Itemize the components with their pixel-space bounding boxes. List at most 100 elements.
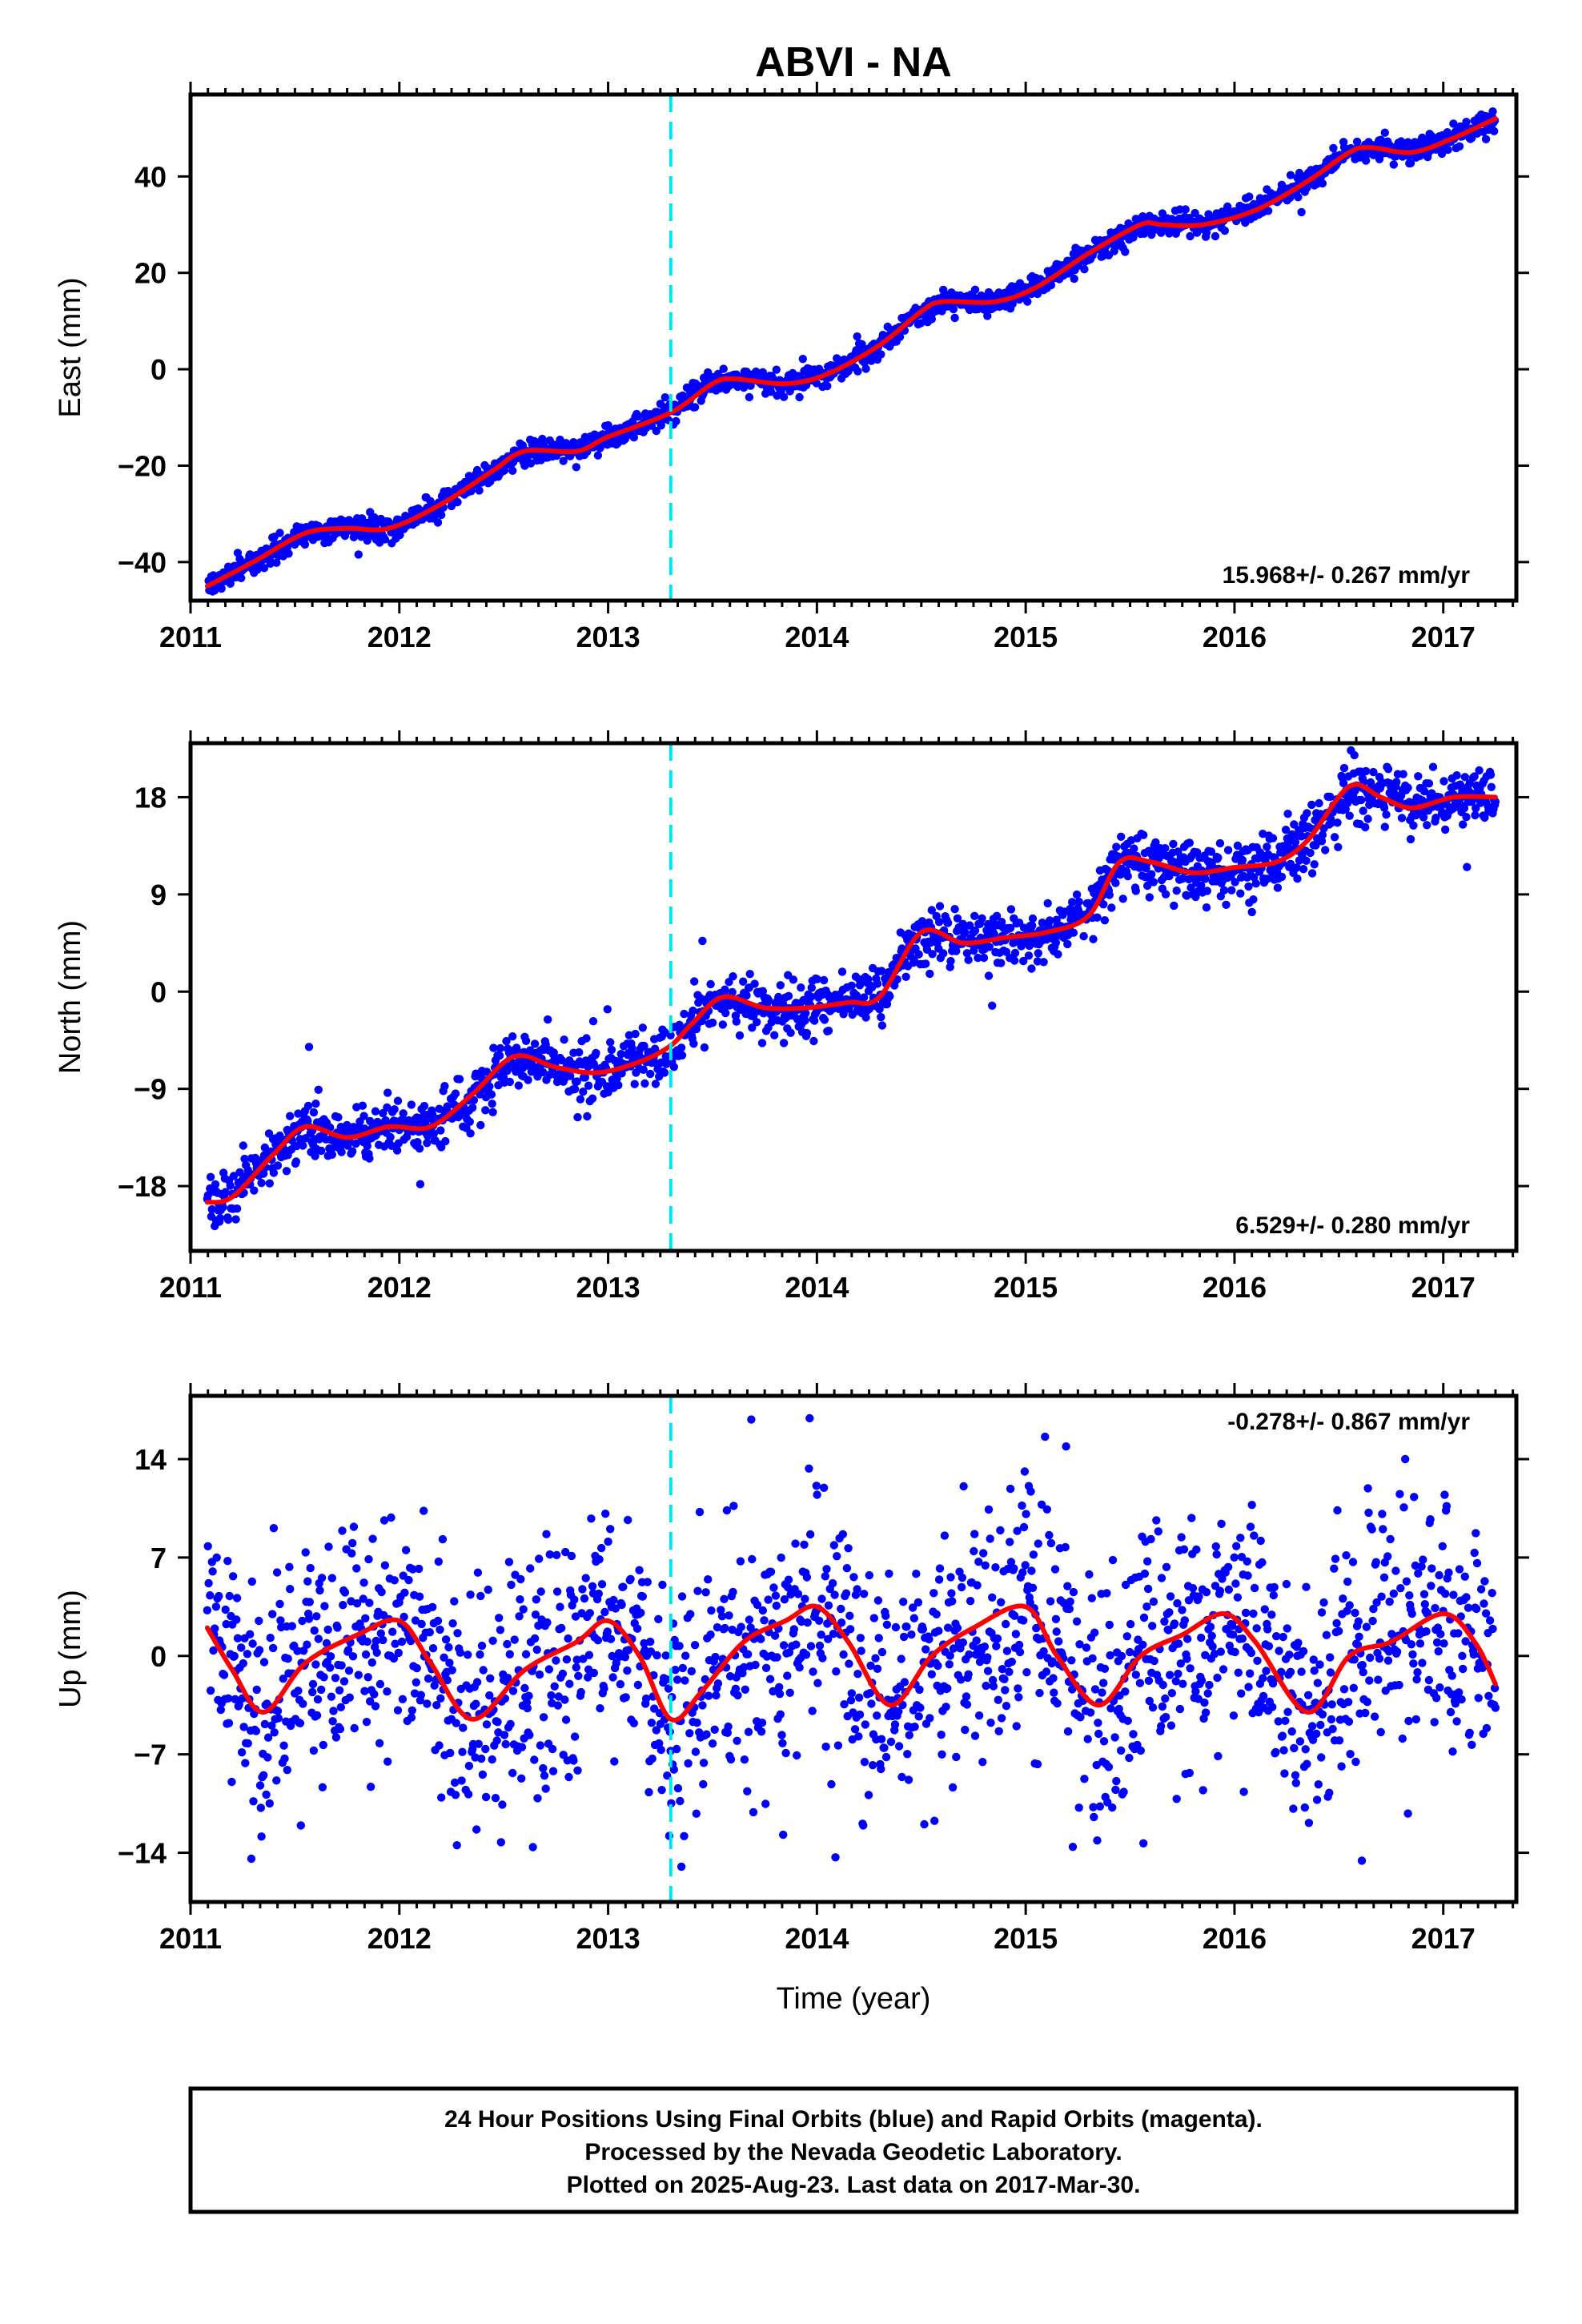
up-data-point — [479, 1666, 488, 1675]
up-data-point — [354, 1671, 363, 1679]
up-data-point — [588, 1582, 597, 1591]
up-data-point — [781, 1748, 790, 1758]
north-data-point — [476, 1120, 485, 1130]
up-data-point — [961, 1725, 970, 1735]
up-data-point — [1018, 1568, 1027, 1577]
north-data-point — [677, 1043, 686, 1052]
up-data-point — [500, 1731, 509, 1739]
north-data-point — [946, 956, 955, 966]
north-data-point — [386, 1132, 395, 1142]
up-data-point — [993, 1634, 1002, 1643]
up-data-point — [230, 1651, 239, 1661]
up-data-point — [535, 1554, 544, 1563]
north-data-point — [750, 979, 759, 988]
up-data-point — [720, 1594, 729, 1604]
north-data-point — [1238, 855, 1247, 865]
up-data-point — [927, 1670, 937, 1679]
up-data-point — [681, 1676, 689, 1685]
up-data-point — [473, 1568, 483, 1577]
up-data-point — [695, 1507, 705, 1517]
up-data-point — [803, 1618, 812, 1627]
up-data-point — [981, 1561, 990, 1570]
east-data-point — [1455, 142, 1464, 151]
up-data-point — [248, 1639, 257, 1648]
north-data-point — [669, 1063, 678, 1072]
up-data-point — [821, 1572, 830, 1581]
east-data-point — [1490, 127, 1499, 135]
up-data-point — [916, 1703, 925, 1712]
north-data-point — [1456, 780, 1465, 789]
north-data-point — [379, 1108, 387, 1118]
north-data-point — [630, 1080, 639, 1088]
up-data-point — [459, 1723, 468, 1732]
up-data-point — [556, 1602, 564, 1611]
north-data-point — [970, 911, 979, 921]
north-data-point — [481, 1106, 490, 1115]
north-data-point — [1201, 875, 1210, 883]
north-data-point — [909, 955, 919, 965]
up-data-point — [850, 1725, 860, 1734]
up-data-point — [621, 1693, 630, 1702]
up-data-point — [593, 1636, 603, 1645]
up-data-point — [989, 1682, 998, 1691]
up-data-point — [464, 1761, 474, 1771]
up-data-point — [604, 1537, 612, 1546]
east-data-point — [983, 312, 992, 320]
up-data-point — [495, 1614, 504, 1622]
up-data-point — [908, 1603, 917, 1612]
up-data-point — [215, 1591, 223, 1601]
north-data-point — [1093, 913, 1102, 922]
up-data-point — [1011, 1630, 1021, 1638]
north-data-point — [921, 959, 930, 968]
north-y-axis-label: North (mm) — [54, 920, 87, 1074]
north-data-point — [1317, 837, 1327, 846]
north-data-point — [807, 983, 816, 992]
north-data-point — [770, 1031, 779, 1039]
north-data-point — [1363, 814, 1372, 823]
up-data-point — [452, 1841, 461, 1850]
up-data-point — [450, 1597, 459, 1606]
up-data-point — [365, 1598, 374, 1607]
up-data-point — [822, 1565, 831, 1574]
up-data-point — [448, 1666, 456, 1675]
up-data-point — [436, 1625, 444, 1634]
up-data-point — [1000, 1675, 1009, 1683]
up-data-point — [304, 1614, 314, 1623]
north-data-point — [1172, 887, 1181, 895]
north-data-point — [928, 950, 937, 959]
up-data-point — [363, 1673, 372, 1682]
east-data-point — [217, 584, 226, 593]
up-data-point — [675, 1642, 684, 1651]
up-data-point — [326, 1652, 335, 1661]
north-data-point — [806, 992, 816, 1001]
up-data-point — [910, 1723, 919, 1731]
up-data-point — [1002, 1619, 1010, 1629]
up-data-point — [352, 1564, 361, 1573]
up-data-point — [293, 1647, 302, 1655]
up-data-point — [545, 1550, 554, 1559]
north-data-point — [1223, 846, 1233, 854]
up-data-point — [1034, 1539, 1043, 1548]
east-data-point — [970, 285, 980, 294]
north-data-point — [1460, 804, 1469, 813]
up-data-point — [488, 1636, 497, 1645]
up-data-point — [536, 1741, 545, 1750]
north-data-point — [393, 1096, 403, 1105]
up-data-point — [733, 1691, 742, 1700]
north-data-point — [1123, 871, 1132, 881]
north-data-point — [797, 983, 805, 992]
north-data-point — [592, 1048, 600, 1058]
east-data-point — [1245, 192, 1254, 201]
up-data-point — [565, 1679, 574, 1688]
up-data-point — [903, 1750, 912, 1759]
north-data-point — [1330, 833, 1339, 842]
up-data-point — [947, 1589, 956, 1598]
east-data-point — [572, 463, 580, 472]
up-data-point — [974, 1558, 983, 1566]
up-data-point — [777, 1553, 785, 1562]
east-data-point — [1488, 107, 1497, 116]
north-data-point — [1263, 842, 1271, 851]
up-data-point — [813, 1490, 821, 1499]
north-data-point — [334, 1113, 343, 1122]
north-data-point — [979, 953, 989, 963]
